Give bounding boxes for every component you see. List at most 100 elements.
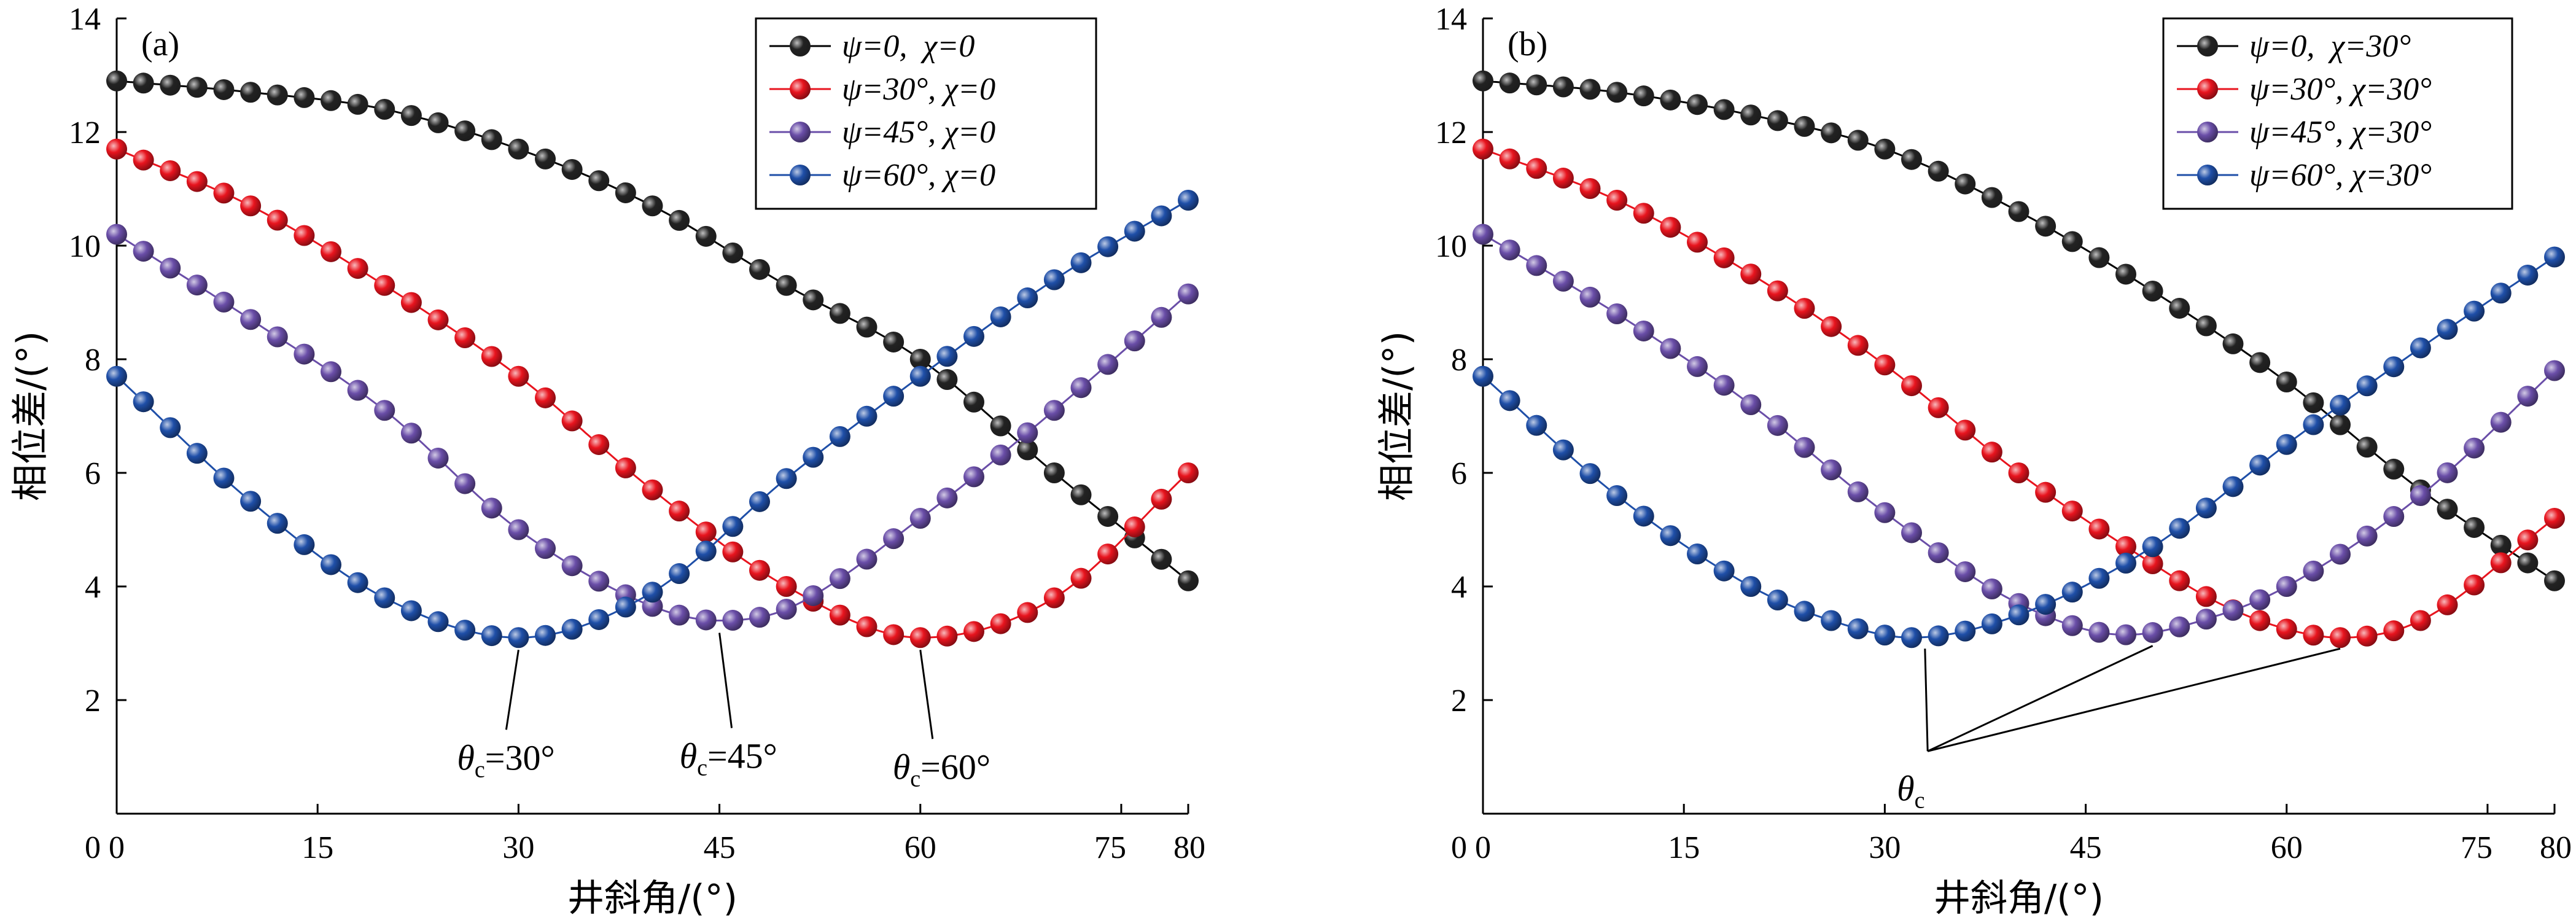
data-point bbox=[454, 473, 476, 494]
data-point bbox=[963, 466, 984, 488]
annotation-label: θc=60° bbox=[893, 747, 990, 792]
data-point bbox=[1633, 505, 1654, 527]
annotation-label: θc=45° bbox=[680, 736, 777, 781]
data-point bbox=[1847, 335, 1869, 356]
legend-marker bbox=[2197, 122, 2218, 142]
x-tick-label: 30 bbox=[502, 830, 534, 865]
data-point bbox=[1178, 570, 1199, 591]
data-point bbox=[267, 513, 288, 534]
data-point bbox=[963, 621, 984, 642]
data-point bbox=[2383, 506, 2405, 528]
data-point bbox=[1070, 484, 1092, 505]
data-point bbox=[481, 497, 502, 519]
data-point bbox=[1874, 138, 1896, 160]
data-point bbox=[1151, 488, 1172, 510]
data-point bbox=[1767, 589, 1788, 610]
x-tick-label: 45 bbox=[2070, 830, 2102, 865]
data-point bbox=[294, 87, 315, 108]
data-point bbox=[588, 434, 610, 455]
data-point bbox=[1579, 79, 1601, 100]
data-point bbox=[1713, 99, 1735, 120]
data-point bbox=[776, 275, 797, 296]
data-point bbox=[1526, 415, 1547, 436]
data-point bbox=[695, 521, 717, 543]
data-point bbox=[2061, 582, 2083, 603]
data-point bbox=[2490, 534, 2512, 556]
data-point bbox=[829, 568, 850, 590]
data-point bbox=[1740, 263, 1762, 285]
data-point bbox=[2115, 263, 2136, 285]
series-line bbox=[1482, 233, 2556, 636]
data-point bbox=[267, 209, 288, 231]
data-point bbox=[1847, 618, 1869, 639]
data-point bbox=[2035, 594, 2057, 615]
data-point bbox=[669, 209, 690, 231]
data-point bbox=[454, 327, 476, 348]
data-point bbox=[535, 387, 556, 408]
data-point bbox=[481, 346, 502, 367]
legend-marker bbox=[790, 36, 811, 56]
series-line bbox=[115, 199, 1189, 639]
data-point bbox=[561, 410, 583, 432]
data-point bbox=[1633, 320, 1654, 341]
data-point bbox=[588, 571, 610, 592]
data-point bbox=[1178, 190, 1199, 211]
data-point bbox=[2115, 624, 2136, 645]
series-2 bbox=[106, 224, 1199, 631]
legend: ψ=0, χ=30° ψ=30°, χ=30° ψ=45°, χ=30° ψ=60°,… bbox=[2162, 17, 2513, 210]
data-point bbox=[1821, 122, 1842, 144]
data-point bbox=[883, 528, 905, 550]
data-point bbox=[1901, 149, 1922, 170]
data-point bbox=[829, 426, 850, 447]
y-tick-label: 2 bbox=[85, 683, 101, 719]
data-point bbox=[240, 309, 262, 330]
data-point bbox=[106, 138, 127, 160]
data-point bbox=[1660, 89, 1681, 111]
data-point bbox=[856, 405, 877, 427]
data-point bbox=[2410, 485, 2431, 506]
data-point bbox=[508, 138, 529, 160]
data-point bbox=[1097, 543, 1119, 565]
data-point bbox=[749, 559, 770, 581]
data-point bbox=[2330, 543, 2351, 565]
y-tick-label: 10 bbox=[1435, 229, 1467, 264]
data-point bbox=[1043, 269, 1065, 290]
data-point bbox=[695, 225, 717, 247]
data-point bbox=[642, 195, 663, 217]
data-point bbox=[400, 423, 422, 444]
data-point bbox=[2249, 589, 2271, 610]
data-point bbox=[374, 275, 395, 296]
data-point bbox=[1767, 280, 1788, 302]
data-point bbox=[267, 84, 288, 106]
data-point bbox=[1794, 298, 1815, 319]
data-point bbox=[2088, 247, 2110, 268]
data-point bbox=[133, 241, 154, 262]
data-point bbox=[1124, 516, 1145, 538]
data-point bbox=[561, 158, 583, 180]
data-point bbox=[1070, 567, 1092, 589]
annotation-label: θc=30° bbox=[457, 738, 555, 782]
data-point bbox=[1473, 365, 1493, 387]
data-point bbox=[2437, 499, 2458, 520]
data-point bbox=[1874, 502, 1896, 523]
data-point bbox=[2330, 627, 2351, 648]
y-axis-title: 相位差/(°) bbox=[9, 331, 52, 501]
data-point bbox=[1097, 505, 1119, 527]
data-point bbox=[1955, 173, 1976, 195]
data-point bbox=[2169, 518, 2190, 539]
data-point bbox=[454, 620, 476, 641]
data-point bbox=[240, 491, 262, 512]
data-point bbox=[2249, 454, 2271, 476]
annotation-leader bbox=[1924, 648, 1929, 752]
data-point bbox=[2276, 372, 2297, 392]
data-point bbox=[615, 457, 636, 478]
data-point bbox=[1606, 303, 1628, 324]
y-tick-label: 14 bbox=[69, 2, 101, 37]
data-point bbox=[2517, 264, 2539, 286]
data-point bbox=[1713, 247, 1735, 268]
data-point bbox=[1499, 72, 1520, 94]
x-tick-label: 15 bbox=[302, 830, 333, 865]
data-point bbox=[990, 613, 1011, 634]
data-point bbox=[400, 292, 422, 313]
